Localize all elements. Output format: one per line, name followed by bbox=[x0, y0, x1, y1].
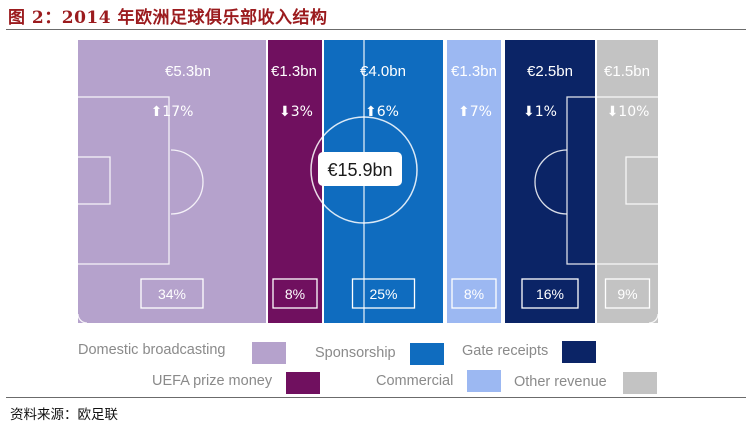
pitch-arc-left bbox=[170, 149, 204, 215]
share-box-other-revenue bbox=[604, 278, 651, 309]
total-value-label: €15.9bn bbox=[327, 160, 392, 180]
pitch-group: €5.3bn ⬆17% 34% €1.3bn ⬇3% 8% €4.0bn ⬆6% 25% €1.3… bbox=[78, 40, 658, 323]
share-label-gate-receipts: 16% bbox=[536, 286, 564, 302]
value-label-other-revenue: €1.5bn bbox=[604, 63, 650, 80]
share-box-domestic-broadcasting bbox=[140, 278, 204, 309]
legend-label-other-revenue: Other revenue bbox=[514, 374, 607, 390]
bar-domestic-broadcasting bbox=[78, 40, 266, 323]
share-box-commercial bbox=[451, 278, 497, 309]
figure-title: 图 2：2014 年欧洲足球俱乐部收入结构 bbox=[8, 8, 328, 28]
pitch-penalty-box-right bbox=[566, 96, 658, 265]
bar-uefa-prize-money bbox=[268, 40, 322, 323]
share-label-domestic-broadcasting: 34% bbox=[158, 286, 186, 302]
pitch-penalty-box-left bbox=[78, 96, 170, 265]
legend-label-commercial: Commercial bbox=[376, 373, 454, 389]
legend-swatch-commercial bbox=[467, 370, 501, 392]
change-label-other-revenue: ⬇10% bbox=[607, 104, 650, 120]
bottom-rule bbox=[6, 397, 746, 398]
legend-label-sponsorship: Sponsorship bbox=[315, 345, 396, 361]
legend-swatch-sponsorship bbox=[410, 343, 444, 365]
share-box-gate-receipts bbox=[521, 278, 579, 309]
value-label-commercial: €1.3bn bbox=[451, 63, 497, 80]
legend-label-domestic-broadcasting: Domestic broadcasting bbox=[78, 342, 226, 358]
pitch-goal-box-left bbox=[78, 156, 111, 205]
value-label-uefa-prize-money: €1.3bn bbox=[271, 63, 317, 80]
total-badge bbox=[318, 152, 402, 186]
legend-swatch-gate-receipts bbox=[562, 341, 596, 363]
bar-commercial bbox=[447, 40, 501, 323]
pitch-goal-box-right bbox=[625, 156, 658, 205]
change-label-uefa-prize-money: ⬇3% bbox=[279, 104, 313, 120]
share-box-uefa-prize-money bbox=[272, 278, 318, 309]
share-label-sponsorship: 25% bbox=[369, 286, 397, 302]
bar-gate-receipts bbox=[505, 40, 595, 323]
pitch-arc-right bbox=[534, 149, 568, 215]
pitch-corner-bottom-right bbox=[648, 313, 658, 323]
legend-swatch-other-revenue bbox=[623, 372, 657, 394]
pitch-corner-bottom-left bbox=[78, 313, 88, 323]
pitch-centre-circle bbox=[310, 116, 418, 224]
legend-swatch-uefa-prize-money bbox=[286, 372, 320, 394]
change-label-gate-receipts: ⬇1% bbox=[523, 104, 557, 120]
value-label-gate-receipts: €2.5bn bbox=[527, 63, 573, 80]
legend-label-uefa-prize-money: UEFA prize money bbox=[152, 373, 273, 389]
top-rule bbox=[6, 29, 746, 30]
bar-other-revenue bbox=[597, 40, 658, 323]
change-label-commercial: ⬆7% bbox=[458, 104, 492, 120]
share-label-uefa-prize-money: 8% bbox=[285, 286, 305, 302]
change-label-sponsorship: ⬆6% bbox=[365, 104, 399, 120]
legend-label-gate-receipts: Gate receipts bbox=[462, 343, 549, 359]
value-label-domestic-broadcasting: €5.3bn bbox=[165, 63, 211, 80]
change-label-domestic-broadcasting: ⬆17% bbox=[151, 104, 194, 120]
value-label-sponsorship: €4.0bn bbox=[360, 63, 406, 80]
share-box-sponsorship bbox=[351, 278, 416, 309]
share-label-other-revenue: 9% bbox=[617, 286, 637, 302]
source-note: 资料来源：欧足联 bbox=[10, 407, 118, 423]
legend-swatch-domestic-broadcasting bbox=[252, 342, 286, 364]
share-label-commercial: 8% bbox=[464, 286, 484, 302]
